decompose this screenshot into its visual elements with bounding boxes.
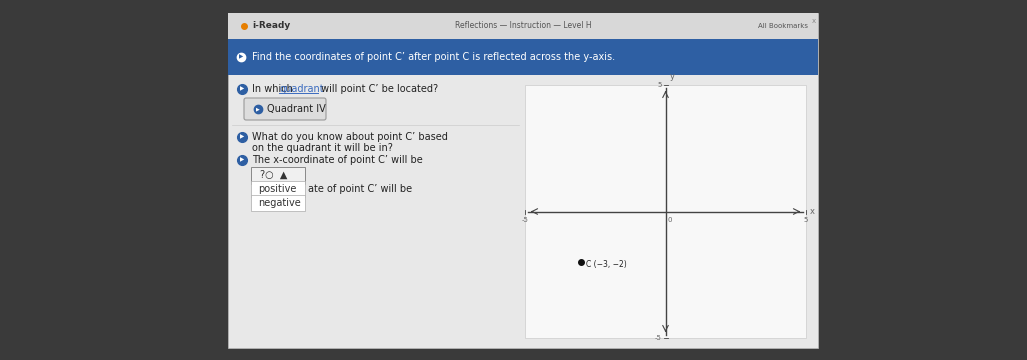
Text: negative: negative	[258, 198, 301, 208]
Text: ate of point C’ will be: ate of point C’ will be	[308, 184, 412, 194]
FancyBboxPatch shape	[251, 166, 305, 184]
Text: -5: -5	[522, 216, 529, 222]
Text: ▶: ▶	[240, 158, 244, 162]
FancyBboxPatch shape	[228, 13, 817, 348]
Text: ?○  ▲: ?○ ▲	[260, 170, 288, 180]
Text: ▶: ▶	[256, 107, 260, 112]
Text: In which: In which	[252, 84, 296, 94]
Text: The x-coordinate of point C’ will be: The x-coordinate of point C’ will be	[252, 155, 423, 165]
Text: Find the coordinates of point C’ after point C is reflected across the y-axis.: Find the coordinates of point C’ after p…	[252, 52, 615, 62]
Text: Reflections — Instruction — Level H: Reflections — Instruction — Level H	[455, 22, 592, 31]
Text: ▶: ▶	[240, 86, 244, 91]
Text: quadrant: quadrant	[279, 84, 324, 94]
FancyBboxPatch shape	[244, 98, 326, 120]
Text: 5: 5	[657, 82, 661, 88]
Text: ▶: ▶	[240, 135, 244, 139]
Text: What do you know about point C’ based: What do you know about point C’ based	[252, 132, 448, 142]
Text: y: y	[670, 72, 675, 81]
FancyBboxPatch shape	[251, 181, 305, 197]
Text: x: x	[810, 207, 815, 216]
Text: 5: 5	[804, 216, 808, 222]
Text: will point C’ be located?: will point C’ be located?	[318, 84, 439, 94]
Text: i-Ready: i-Ready	[252, 22, 291, 31]
FancyBboxPatch shape	[525, 85, 806, 338]
Text: 0: 0	[668, 216, 672, 222]
Text: on the quadrant it will be in?: on the quadrant it will be in?	[252, 143, 393, 153]
FancyBboxPatch shape	[228, 13, 817, 39]
Text: C (−3, −2): C (−3, −2)	[586, 260, 626, 269]
Text: Quadrant IV: Quadrant IV	[267, 104, 326, 114]
FancyBboxPatch shape	[251, 195, 305, 211]
FancyBboxPatch shape	[228, 39, 817, 75]
Text: ▶: ▶	[239, 54, 243, 59]
Text: positive: positive	[258, 184, 297, 194]
Text: All Bookmarks: All Bookmarks	[758, 23, 808, 29]
Text: x: x	[812, 18, 816, 24]
Text: -5: -5	[654, 335, 661, 341]
